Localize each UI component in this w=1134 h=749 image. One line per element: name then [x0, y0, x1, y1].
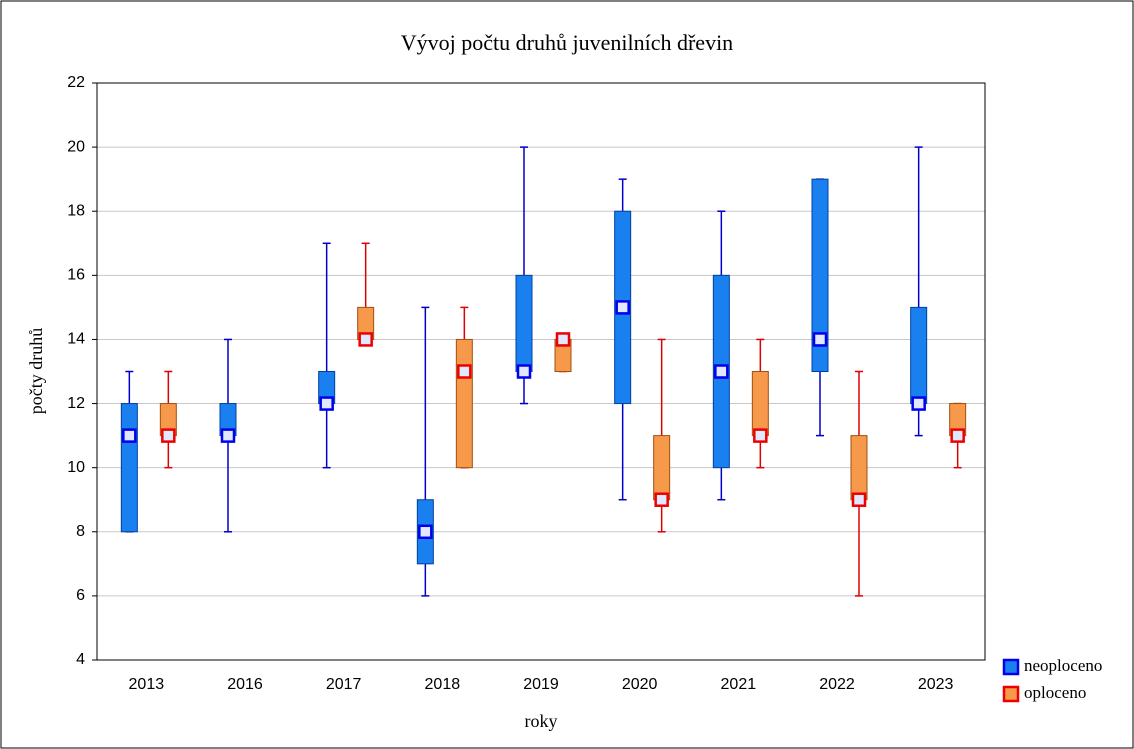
x-tick-label: 2018 — [425, 676, 461, 693]
y-tick-label: 14 — [67, 331, 85, 348]
x-tick-label: 2022 — [819, 676, 855, 693]
y-tick-label: 20 — [67, 138, 85, 155]
x-tick-label: 2021 — [721, 676, 757, 693]
median-marker — [851, 492, 867, 507]
median-marker — [911, 396, 926, 411]
median-marker — [714, 364, 729, 379]
plot-area — [96, 82, 986, 661]
box — [455, 338, 473, 469]
x-tick-label: 2016 — [227, 676, 263, 693]
y-tick-label: 22 — [67, 74, 85, 91]
median-marker — [358, 332, 373, 347]
x-axis-label: roky — [525, 711, 558, 731]
x-tick-label: 2019 — [523, 676, 559, 693]
y-tick-label: 4 — [76, 651, 85, 668]
median-marker — [220, 428, 236, 443]
box — [910, 306, 928, 405]
x-tick-label: 2023 — [918, 676, 954, 693]
legend-label: neoploceno — [1024, 656, 1102, 675]
median-marker — [319, 396, 334, 411]
legend-label: oploceno — [1024, 683, 1086, 702]
box — [653, 435, 671, 501]
box — [850, 435, 868, 501]
x-tick-label: 2020 — [622, 676, 658, 693]
y-tick-label: 16 — [67, 267, 85, 284]
box — [515, 274, 533, 373]
median-marker — [615, 300, 630, 315]
median-marker — [122, 428, 137, 443]
y-axis-label: počty druhů — [26, 328, 46, 414]
box — [751, 371, 769, 437]
median-marker — [418, 524, 433, 540]
y-tick-label: 18 — [67, 202, 85, 219]
legend-swatch — [1002, 658, 1020, 676]
x-tick-label: 2013 — [129, 676, 165, 693]
box — [120, 403, 138, 533]
median-marker — [753, 428, 768, 443]
y-tick-label: 8 — [76, 523, 85, 540]
median-marker — [457, 364, 472, 379]
median-marker — [555, 332, 571, 347]
median-marker — [950, 428, 965, 443]
legend-swatch — [1002, 685, 1020, 703]
x-tick-label: 2017 — [326, 676, 362, 693]
box — [811, 178, 829, 372]
y-tick-label: 6 — [76, 587, 85, 604]
median-marker — [161, 428, 176, 443]
chart-title: Vývoj počtu druhů juvenilních dřevin — [401, 30, 733, 55]
median-marker — [516, 364, 532, 379]
y-tick-label: 12 — [67, 395, 85, 412]
y-tick-label: 10 — [67, 459, 85, 476]
median-marker — [812, 332, 828, 347]
median-marker — [654, 492, 669, 507]
